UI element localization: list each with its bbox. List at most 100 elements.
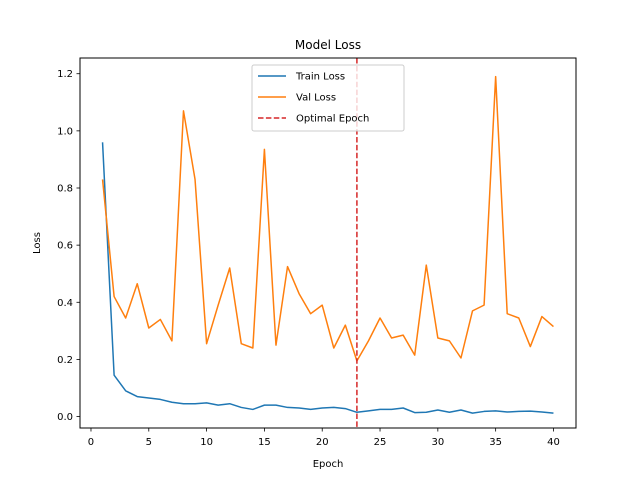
data-point-val-loss [321, 304, 323, 306]
data-point-val-loss [541, 316, 543, 318]
y-tick-label: 0.2 [57, 355, 73, 366]
legend: Train Loss Val Loss Optimal Epoch [251, 64, 405, 132]
data-point-val-loss [449, 340, 451, 342]
data-point-train-loss [518, 411, 520, 413]
data-point-val-loss [125, 317, 127, 319]
data-point-val-loss [310, 313, 312, 315]
data-point-val-loss [217, 304, 219, 306]
data-point-val-loss [472, 310, 474, 312]
data-point-train-loss [414, 412, 416, 414]
data-point-train-loss [495, 410, 497, 412]
data-point-train-loss [472, 412, 474, 414]
data-point-val-loss [102, 179, 104, 181]
legend-box [251, 64, 405, 132]
data-point-val-loss [518, 317, 520, 319]
x-tick-label: 25 [374, 437, 387, 448]
data-point-train-loss [264, 404, 266, 406]
data-point-train-loss [136, 396, 138, 398]
data-point-val-loss [402, 334, 404, 336]
data-point-val-loss [298, 293, 300, 295]
data-point-val-loss [148, 327, 150, 329]
data-point-train-loss [206, 402, 208, 404]
data-point-train-loss [506, 411, 508, 413]
x-axis-label: Epoch [313, 459, 344, 470]
x-tick-label: 35 [489, 437, 502, 448]
data-point-val-loss [194, 179, 196, 181]
data-point-val-loss [414, 354, 416, 356]
data-point-val-loss [425, 264, 427, 266]
chart-title: Model Loss [295, 38, 361, 52]
data-point-train-loss [379, 409, 381, 411]
data-point-train-loss [402, 407, 404, 409]
data-point-train-loss [160, 399, 162, 401]
axis-ticks: 0 5 10 15 20 25 30 35 40 0.0 0.2 0.4 0.6 0.8 1.0 1.2 [57, 69, 560, 448]
legend-label-optimal-epoch: Optimal Epoch [296, 114, 369, 125]
data-point-train-loss [460, 409, 462, 411]
axes-frame [79, 57, 577, 429]
data-point-train-loss [449, 411, 451, 413]
data-point-val-loss [437, 337, 439, 339]
data-point-train-loss [356, 411, 358, 413]
x-tick-label: 40 [547, 437, 560, 448]
data-point-train-loss [530, 410, 532, 412]
data-point-train-loss [171, 401, 173, 403]
data-point-train-loss [148, 397, 150, 399]
data-point-val-loss [530, 346, 532, 348]
data-point-val-loss [506, 313, 508, 315]
data-point-val-loss [252, 347, 254, 349]
plot-area [101, 58, 555, 428]
y-axis-label: Loss [32, 232, 43, 254]
data-point-train-loss [321, 407, 323, 409]
data-point-train-loss [102, 141, 104, 143]
data-point-train-loss [183, 403, 185, 405]
y-tick-label: 0.4 [57, 298, 73, 309]
data-point-train-loss [483, 411, 485, 413]
data-point-train-loss [391, 409, 393, 411]
y-tick-label: 0.6 [57, 241, 73, 252]
data-point-train-loss [240, 407, 242, 409]
data-point-train-loss [125, 390, 127, 392]
data-point-val-loss [183, 110, 185, 112]
y-tick-label: 0.0 [57, 412, 73, 423]
legend-label-val-loss: Val Loss [296, 93, 336, 104]
y-tick-label: 1.0 [57, 126, 73, 137]
data-point-val-loss [483, 304, 485, 306]
data-point-val-loss [391, 337, 393, 339]
y-tick-label: 1.2 [57, 69, 73, 80]
x-tick-label: 5 [146, 437, 152, 448]
data-point-val-loss [113, 296, 115, 298]
data-point-val-loss [206, 343, 208, 345]
data-point-train-loss [541, 411, 543, 413]
data-point-train-loss [345, 408, 347, 410]
data-point-train-loss [333, 407, 335, 409]
data-point-train-loss [229, 403, 231, 405]
data-point-val-loss [136, 283, 138, 285]
legend-label-train-loss: Train Loss [295, 72, 345, 83]
x-tick-label: 10 [200, 437, 213, 448]
data-point-train-loss [298, 407, 300, 409]
data-point-val-loss [264, 149, 266, 151]
data-point-val-loss [345, 324, 347, 326]
data-point-train-loss [113, 374, 115, 376]
data-point-val-loss [240, 343, 242, 345]
data-point-train-loss [553, 412, 555, 414]
data-point-val-loss [553, 326, 555, 328]
data-point-val-loss [368, 340, 370, 342]
data-point-val-loss [287, 266, 289, 268]
data-point-val-loss [229, 267, 231, 269]
x-tick-label: 0 [88, 437, 94, 448]
data-point-val-loss [160, 319, 162, 321]
data-point-train-loss [310, 409, 312, 411]
x-tick-label: 15 [258, 437, 271, 448]
data-point-val-loss [171, 340, 173, 342]
data-point-val-loss [495, 76, 497, 78]
data-point-train-loss [437, 409, 439, 411]
x-tick-label: 30 [431, 437, 444, 448]
series-line-train-loss [101, 142, 554, 414]
data-point-train-loss [217, 404, 219, 406]
data-point-train-loss [194, 403, 196, 405]
data-point-train-loss [368, 410, 370, 412]
data-point-val-loss [333, 347, 335, 349]
x-tick-label: 20 [316, 437, 329, 448]
